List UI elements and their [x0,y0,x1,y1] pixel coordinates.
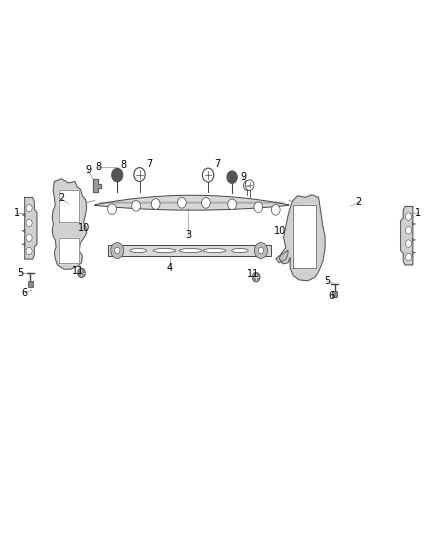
Polygon shape [279,195,325,281]
Text: 2: 2 [356,197,362,207]
Circle shape [245,180,254,190]
Text: 6: 6 [21,288,28,298]
Circle shape [252,272,260,282]
Polygon shape [52,179,87,269]
Ellipse shape [203,248,226,253]
Circle shape [26,234,32,241]
Circle shape [201,198,210,208]
Text: 9: 9 [240,172,246,182]
Text: 7: 7 [215,159,221,169]
Text: 8: 8 [120,160,126,171]
Circle shape [202,168,214,182]
Polygon shape [293,205,316,268]
Circle shape [151,199,160,209]
Polygon shape [28,281,33,287]
Circle shape [108,204,117,214]
Circle shape [227,171,237,183]
Circle shape [406,253,412,261]
Text: 10: 10 [78,223,90,233]
Circle shape [115,247,120,254]
Polygon shape [93,179,101,192]
Ellipse shape [153,248,176,253]
Polygon shape [59,190,79,222]
Circle shape [406,227,412,234]
Ellipse shape [179,248,202,253]
Circle shape [254,202,263,213]
Circle shape [132,200,141,211]
Text: 1: 1 [14,208,20,219]
Polygon shape [25,197,37,259]
Text: 10: 10 [274,227,286,237]
Circle shape [177,198,186,208]
Circle shape [26,219,32,227]
Circle shape [406,213,412,220]
Text: 2: 2 [58,193,64,204]
Circle shape [26,247,32,255]
Circle shape [254,243,268,259]
Text: 8: 8 [95,161,101,172]
Text: 9: 9 [85,165,91,175]
Text: 5: 5 [17,268,23,278]
Text: 4: 4 [166,263,173,273]
Text: 7: 7 [146,159,152,169]
Ellipse shape [232,248,248,253]
Circle shape [111,243,124,259]
Text: 6: 6 [328,291,334,301]
Ellipse shape [130,248,147,253]
Polygon shape [108,245,271,256]
Polygon shape [401,206,413,265]
Circle shape [406,240,412,247]
Circle shape [26,204,32,212]
Text: 11: 11 [72,266,85,276]
Polygon shape [95,195,289,210]
Circle shape [78,268,85,278]
Text: 3: 3 [185,230,191,240]
Text: 1: 1 [415,208,421,219]
Circle shape [244,181,251,190]
Polygon shape [332,292,337,297]
Circle shape [228,199,237,209]
Text: 11: 11 [247,270,259,279]
Text: 5: 5 [324,277,330,286]
Polygon shape [276,251,288,263]
Polygon shape [59,238,79,263]
Circle shape [112,168,123,182]
Circle shape [134,167,145,181]
Circle shape [258,247,264,254]
Circle shape [272,205,280,215]
